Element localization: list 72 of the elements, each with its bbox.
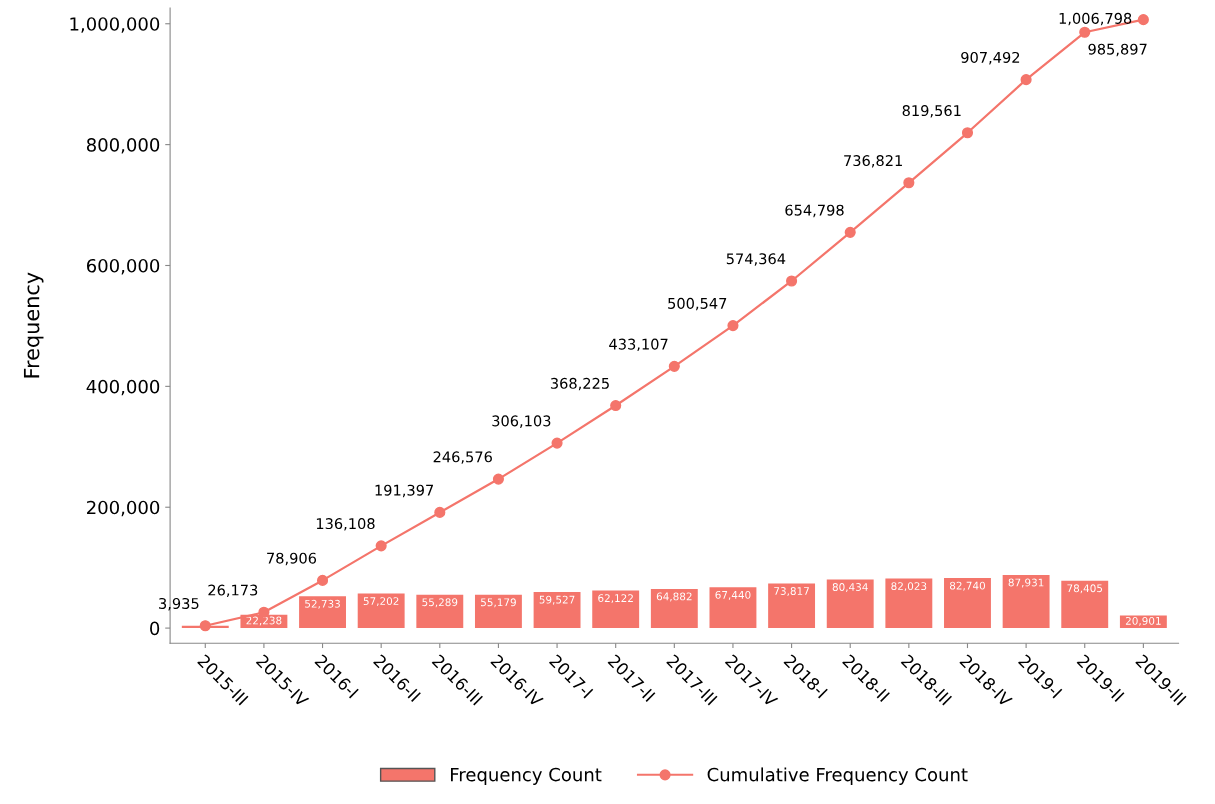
data-label: 736,821	[844, 155, 902, 168]
data-label: 73,817	[774, 587, 809, 597]
data-label: 1,006,798	[1059, 12, 1132, 26]
data-label: 574,364	[726, 253, 786, 266]
data-label: 78,906	[267, 552, 317, 566]
y-tick-label: 800,000	[86, 138, 160, 154]
point	[844, 226, 856, 238]
data-label: 306,103	[492, 415, 551, 428]
bar	[709, 587, 757, 629]
point	[316, 574, 329, 586]
data-label: 59,527	[539, 595, 575, 605]
point	[903, 177, 915, 189]
data-label: 907,492	[961, 51, 1020, 65]
data-label: 246,576	[433, 451, 492, 464]
bar	[768, 583, 816, 629]
data-label: 136,108	[316, 518, 375, 531]
data-label: 433,107	[609, 338, 668, 352]
data-label: 78,405	[1067, 584, 1103, 594]
data-label: 819,561	[902, 105, 961, 118]
point	[1020, 74, 1032, 86]
bar	[944, 578, 991, 629]
bar	[357, 593, 405, 629]
y-tick-label: 0	[150, 621, 160, 636]
data-label: 22,238	[246, 616, 282, 626]
y-tick-label: 400,000	[86, 379, 160, 396]
data-label: 87,931	[1008, 578, 1044, 588]
y-tick-label: 1,000,000	[70, 17, 160, 33]
bar	[650, 588, 698, 629]
data-label: 500,547	[668, 297, 727, 311]
point	[492, 473, 504, 485]
data-label: 62,122	[598, 594, 633, 604]
point	[375, 540, 387, 552]
y-tick-label: 600,000	[86, 258, 160, 275]
bar	[299, 596, 346, 629]
point	[199, 620, 211, 632]
data-label: 55,289	[422, 598, 458, 608]
legend-label: Frequency Count	[451, 767, 602, 785]
bar	[592, 590, 640, 629]
y-tick-label: 200,000	[87, 500, 160, 517]
bar	[1061, 580, 1109, 629]
bar	[885, 578, 933, 629]
y-axis-title: Frequency	[23, 272, 44, 378]
data-label: 57,202	[363, 597, 399, 607]
data-label: 191,397	[375, 484, 433, 498]
data-label: 985,897	[1088, 43, 1147, 57]
bar	[416, 594, 464, 629]
data-label: 64,882	[656, 592, 692, 602]
data-label: 654,798	[785, 204, 844, 218]
data-label: 368,225	[550, 377, 609, 391]
point	[551, 437, 563, 449]
point	[434, 506, 446, 518]
bar	[533, 592, 581, 629]
point	[1137, 14, 1149, 26]
point	[668, 360, 680, 372]
point	[786, 275, 798, 287]
data-label: 20,901	[1125, 616, 1161, 626]
bar	[474, 594, 522, 629]
data-label: 80,434	[832, 583, 868, 593]
point	[610, 400, 622, 412]
bar	[826, 579, 874, 629]
point	[961, 127, 974, 139]
data-label: 82,740	[949, 581, 986, 591]
data-label: 82,023	[891, 582, 927, 592]
data-label: 67,440	[715, 590, 751, 600]
point	[727, 320, 739, 332]
data-label: 3,935	[159, 597, 199, 611]
legend-label: Cumulative Frequency Count	[707, 767, 968, 785]
point	[1079, 26, 1091, 38]
bar	[1002, 574, 1050, 629]
data-label: 26,173	[208, 584, 258, 598]
data-label: 52,733	[305, 599, 340, 609]
data-label: 55,179	[481, 598, 516, 608]
